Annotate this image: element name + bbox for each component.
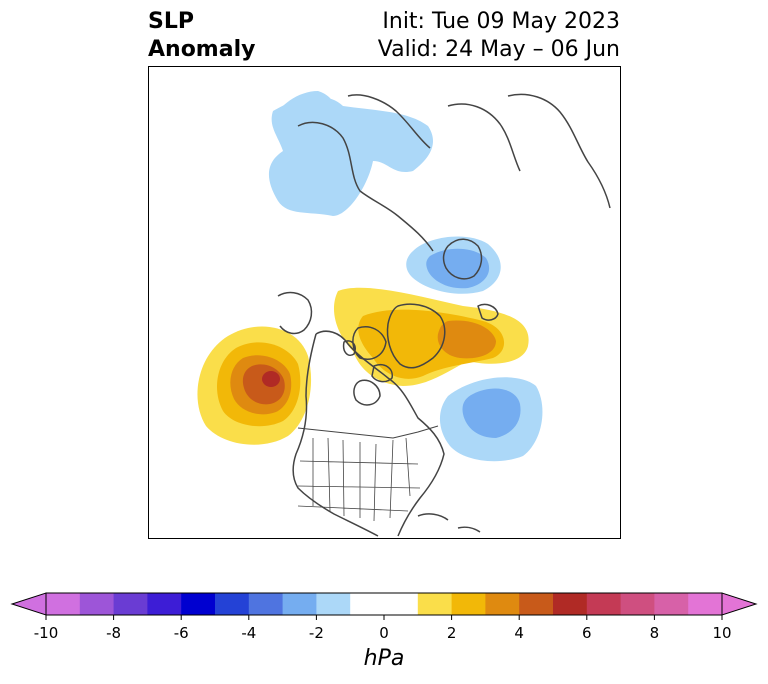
colorbar-swatch: [553, 593, 588, 615]
colorbar-swatch: [282, 593, 317, 615]
colorbar-swatches: [10, 592, 758, 616]
us-canada-border: [297, 425, 439, 439]
colorbar-swatch: [519, 593, 554, 615]
colorbar-extend-min: [10, 592, 47, 616]
eurasia-low-contour: [268, 96, 433, 216]
colorbar-tick-label: -10: [33, 624, 59, 642]
colorbar-tick-label: -6: [173, 624, 189, 642]
title-line-2: Anomaly: [148, 37, 256, 62]
alaska-coastline: [277, 291, 313, 335]
colorbar-swatch: [417, 593, 453, 615]
colorbar-tick-label: -2: [308, 624, 324, 642]
far-east-coastline: [507, 93, 611, 209]
colorbar-tick-label: -8: [106, 624, 122, 642]
colorbar-swatch: [485, 593, 520, 615]
colorbar-swatch: [688, 593, 723, 615]
caribbean-coastline: [417, 513, 481, 533]
greenland-high-core: [437, 320, 496, 359]
colorbar-extend-max: [721, 592, 758, 616]
colorbar-swatch: [384, 593, 419, 615]
colorbar-swatch: [248, 593, 284, 615]
map-title: SLP Anomaly: [148, 8, 255, 64]
colorbar-swatch: [113, 593, 148, 615]
colorbar-swatch: [147, 593, 182, 615]
colorbar-swatch: [215, 593, 250, 615]
arctic-islands-coastline: [342, 326, 393, 383]
colorbar: [10, 592, 758, 620]
colorbar-swatch: [79, 593, 115, 615]
iceland-coastline: [477, 303, 499, 321]
colorbar-swatch: [620, 593, 655, 615]
colorbar-swatch: [451, 593, 486, 615]
init-date-label: Init: Tue 09 May 2023: [382, 9, 620, 34]
map-frame: [148, 66, 621, 539]
eurasia-low-west-contour: [273, 91, 334, 141]
colorbar-unit-label: hPa: [363, 646, 405, 671]
colorbar-ticks: [45, 615, 723, 620]
colorbar-swatch: [350, 593, 385, 615]
eurasia-coastline: [297, 94, 521, 252]
colorbar-tick-label: -4: [241, 624, 257, 642]
colorbar-tick-label: 8: [649, 624, 660, 642]
colorbar-swatch: [654, 593, 689, 615]
pacific-high-core: [262, 371, 280, 387]
valid-period-label: Valid: 24 May – 06 Jun: [377, 37, 620, 62]
colorbar-tick-label: 6: [582, 624, 592, 642]
colorbar-swatch: [316, 593, 351, 615]
arctic-low-inner: [426, 248, 490, 289]
title-line-1: SLP: [148, 9, 194, 34]
us-state-lines: [297, 437, 421, 522]
hudson-bay-coastline: [353, 379, 381, 406]
anomaly-map: [148, 66, 621, 539]
colorbar-tick-label: 2: [446, 624, 457, 642]
greenland-coastline: [386, 303, 446, 369]
colorbar-tick-label: 4: [514, 624, 524, 642]
colorbar-swatch: [181, 593, 216, 615]
colorbar-tick-label: 0: [379, 624, 389, 642]
north-america-coastline: [292, 330, 445, 537]
coastlines: [277, 93, 611, 537]
atlantic-low-inner: [462, 388, 521, 438]
colorbar-tick-label: 10: [712, 624, 732, 642]
map-subtitle: Init: Tue 09 May 2023 Valid: 24 May – 06…: [378, 8, 620, 64]
colorbar-swatch: [46, 593, 81, 615]
colorbar-swatch: [586, 593, 622, 615]
scandinavia-coastline: [442, 238, 483, 280]
